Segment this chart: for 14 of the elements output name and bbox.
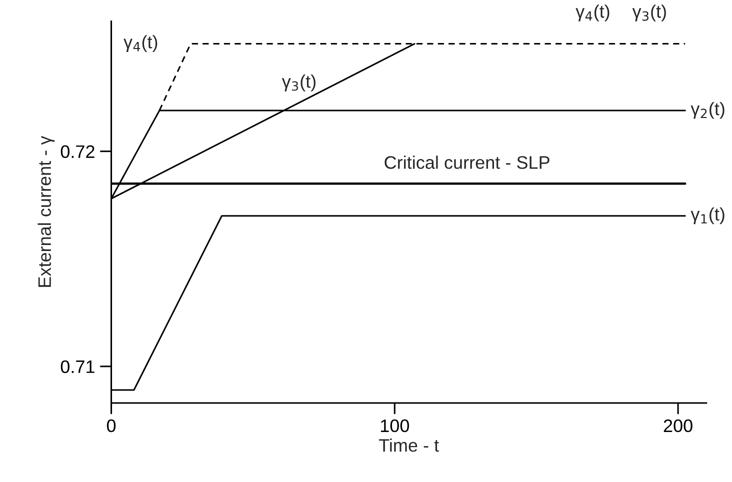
y-tick-label: 0.71	[60, 360, 94, 374]
annotation: γ$_{3}$(t)	[632, 4, 666, 22]
series-label: Critical current - SLP	[384, 156, 550, 169]
y-tick-label: 0.72	[60, 145, 94, 158]
series-label: γ$_{4}$(t)	[124, 35, 158, 52]
y-axis-title: External current - γ	[38, 136, 55, 287]
x-axis-title: Time - t	[378, 438, 439, 452]
series-label: γ$_{2}$(t)	[690, 102, 724, 119]
x-tick-label: 0	[106, 419, 116, 432]
x-tick-label: 100	[380, 419, 410, 432]
x-tick-label: 200	[664, 419, 692, 432]
series-label: γ$_{1}$(t)	[690, 207, 724, 224]
annotation: γ$_{4}$(t)	[576, 4, 610, 22]
series-label: γ$_{3}$(t)	[282, 74, 316, 92]
